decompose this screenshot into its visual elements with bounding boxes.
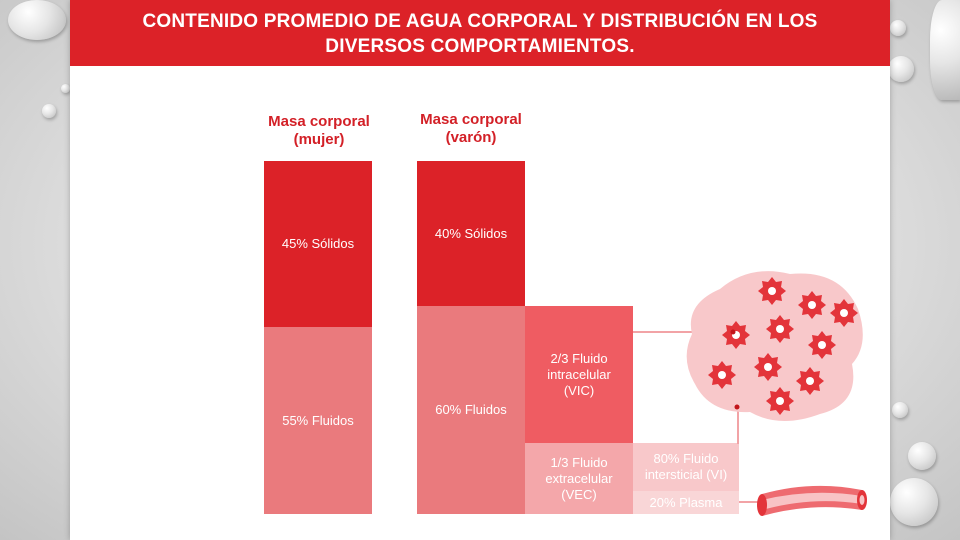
water-drop-decoration xyxy=(888,56,914,82)
page-title: CONTENIDO PROMEDIO DE AGUA CORPORAL Y DI… xyxy=(70,0,890,66)
male-solids-block: 40% Sólidos xyxy=(417,161,525,306)
water-drop-decoration xyxy=(890,20,906,36)
extracellular-block: 1/3 Fluido extracelular (VEC) xyxy=(525,443,633,514)
male-column-title-line-2: (varón) xyxy=(445,129,497,146)
female-column-title: Masa corporal (mujer) xyxy=(250,113,388,149)
male-column-title: Masa corporal (varón) xyxy=(402,111,540,147)
body-water-label: 60% xyxy=(155,308,180,322)
blood-vessel-illustration xyxy=(757,485,867,516)
water-drop-decoration xyxy=(42,104,56,118)
water-drop-decoration xyxy=(890,478,938,526)
male-fluids-block: 60% Fluidos xyxy=(417,306,525,514)
female-solids-block: 45% Sólidos xyxy=(264,161,372,327)
body-water-region xyxy=(80,295,260,520)
intracellular-block: 2/3 Fluido intracelular (VIC) xyxy=(525,306,633,443)
female-column-title-line-2: (mujer) xyxy=(293,131,345,148)
water-drop-decoration xyxy=(930,0,960,100)
female-column-title-line-1: Masa corporal xyxy=(268,113,370,130)
female-fluids-block: 55% Fluidos xyxy=(264,327,372,514)
water-drop-decoration xyxy=(8,0,66,40)
interstitial-connector-line-vertical xyxy=(737,396,739,444)
intracellular-connector-line xyxy=(633,331,733,333)
human-body-figure xyxy=(80,160,260,520)
water-drop-decoration xyxy=(908,442,936,470)
plasma-connector-line xyxy=(739,501,763,503)
plasma-block: 20% Plasma xyxy=(633,491,739,514)
male-column-title-line-1: Masa corporal xyxy=(420,111,522,128)
interstitial-block: 80% Fluido intersticial (VI) xyxy=(633,443,739,491)
body-dry-region xyxy=(80,160,260,295)
water-drop-decoration xyxy=(61,84,70,93)
cell-cluster-illustration xyxy=(686,271,863,422)
water-drop-decoration xyxy=(892,402,908,418)
page-title-line-2: DIVERSOS COMPORTAMIENTOS. xyxy=(325,36,635,57)
page-title-line-1: CONTENIDO PROMEDIO DE AGUA CORPORAL Y DI… xyxy=(142,11,818,32)
body-total-label: 100% xyxy=(152,232,183,246)
